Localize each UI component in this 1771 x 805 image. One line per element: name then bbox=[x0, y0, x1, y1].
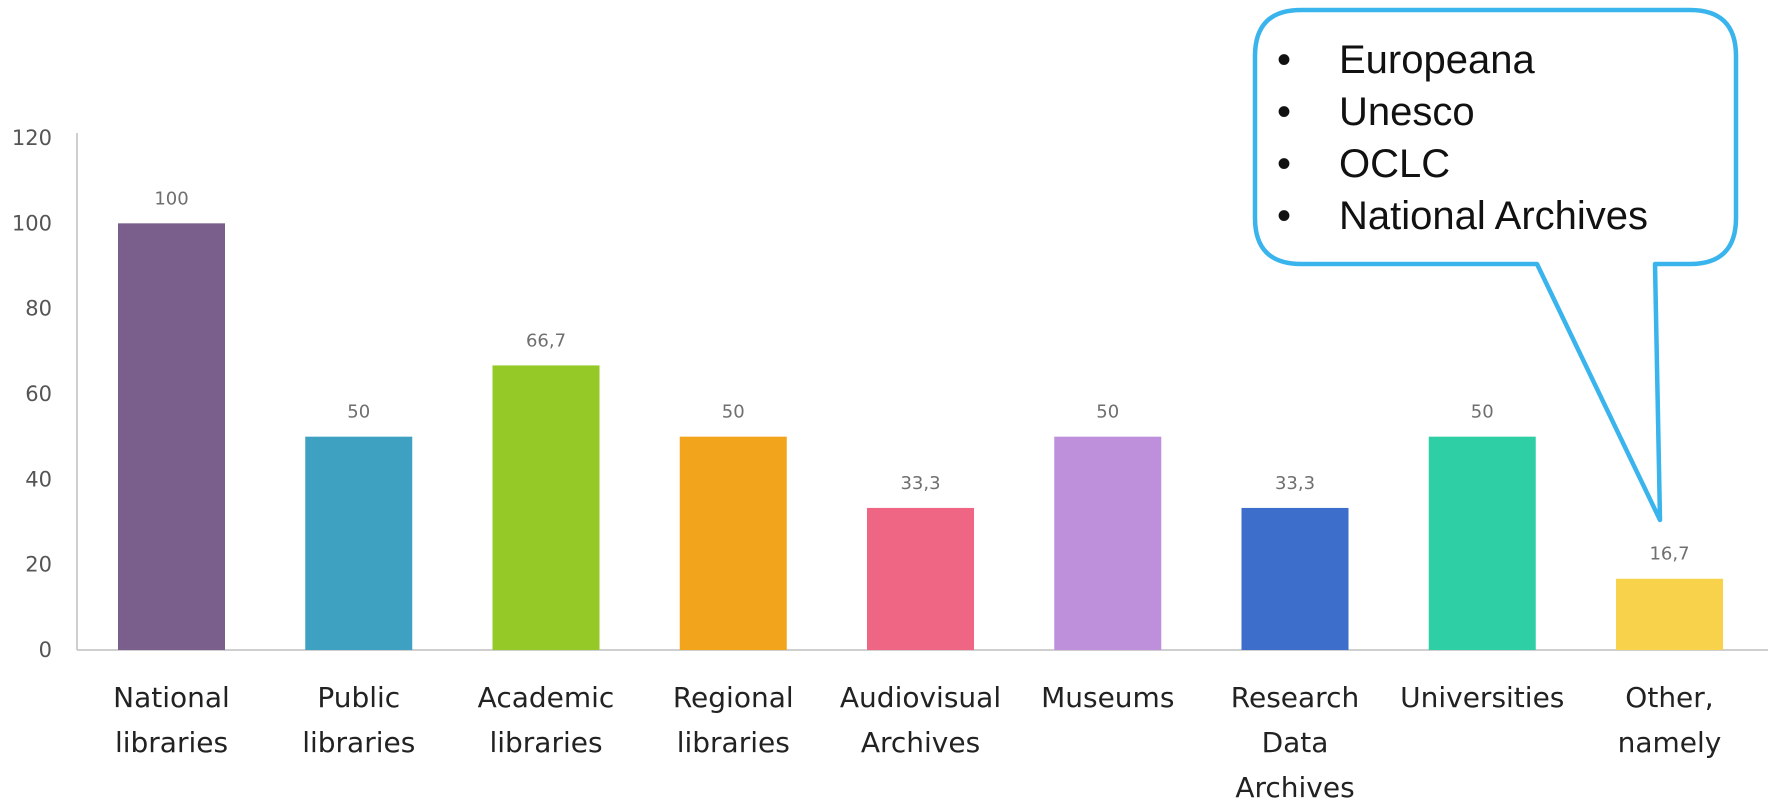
y-tick-label: 40 bbox=[25, 467, 52, 491]
callout-bullet: • bbox=[1277, 142, 1291, 186]
bar bbox=[1428, 436, 1536, 650]
x-tick-label: Data bbox=[1262, 726, 1329, 759]
y-tick-label: 120 bbox=[12, 126, 52, 150]
x-axis-labels: National libraries Public libraries Academic… bbox=[113, 681, 1721, 804]
x-tick-label: libraries bbox=[115, 726, 228, 759]
x-tick-label: libraries bbox=[677, 726, 790, 759]
bar bbox=[492, 365, 600, 650]
callout-bullet: • bbox=[1277, 90, 1291, 134]
y-axis-ticks: 0 20 40 60 80 100 120 bbox=[12, 126, 52, 662]
x-tick-label: Museums bbox=[1041, 681, 1174, 714]
x-tick-label: Universities bbox=[1400, 681, 1564, 714]
bar bbox=[1241, 507, 1349, 650]
data-label: 50 bbox=[722, 402, 745, 423]
callout-item: OCLC bbox=[1339, 142, 1450, 186]
x-tick-label: Archives bbox=[861, 726, 980, 759]
callout-item: National Archives bbox=[1339, 194, 1648, 238]
bar-series bbox=[118, 223, 1723, 651]
bar bbox=[305, 436, 413, 650]
x-tick-label: Archives bbox=[1235, 771, 1354, 804]
bar bbox=[1616, 578, 1723, 650]
callout-item: Unesco bbox=[1339, 90, 1475, 134]
y-tick-label: 0 bbox=[39, 638, 52, 662]
callout-border bbox=[1252, 7, 1739, 523]
bar bbox=[679, 436, 787, 650]
callout-bullet: • bbox=[1277, 194, 1291, 238]
x-tick-label: Public bbox=[317, 681, 400, 714]
x-tick-label: libraries bbox=[302, 726, 415, 759]
x-tick-label: Audiovisual bbox=[840, 681, 1001, 714]
data-label: 50 bbox=[1096, 402, 1119, 423]
data-labels: 100 50 66,7 50 33,3 50 33,3 50 16,7 bbox=[154, 188, 1689, 564]
callout-bubble: • Europeana • Unesco • OCLC • National Archives bbox=[1252, 7, 1739, 523]
data-label: 33,3 bbox=[900, 473, 940, 494]
bar bbox=[118, 223, 225, 651]
x-tick-label: libraries bbox=[489, 726, 602, 759]
data-label: 33,3 bbox=[1275, 473, 1315, 494]
data-label: 50 bbox=[347, 402, 370, 423]
y-tick-label: 80 bbox=[25, 297, 52, 321]
x-tick-label: Other, bbox=[1625, 681, 1713, 714]
x-tick-label: Regional bbox=[673, 681, 794, 714]
y-tick-label: 60 bbox=[25, 382, 52, 406]
data-label: 50 bbox=[1471, 402, 1494, 423]
data-label: 100 bbox=[154, 188, 188, 209]
bar bbox=[867, 507, 974, 650]
y-tick-label: 20 bbox=[25, 553, 52, 577]
x-tick-label: Research bbox=[1231, 681, 1359, 714]
bar bbox=[1054, 436, 1162, 650]
x-tick-label: National bbox=[113, 681, 230, 714]
callout-item: Europeana bbox=[1339, 38, 1535, 82]
callout-bullet: • bbox=[1277, 38, 1291, 82]
x-tick-label: Academic bbox=[478, 681, 615, 714]
x-tick-label: namely bbox=[1618, 726, 1722, 759]
data-label: 66,7 bbox=[526, 330, 566, 351]
y-tick-label: 100 bbox=[12, 211, 52, 235]
data-label: 16,7 bbox=[1649, 544, 1689, 565]
